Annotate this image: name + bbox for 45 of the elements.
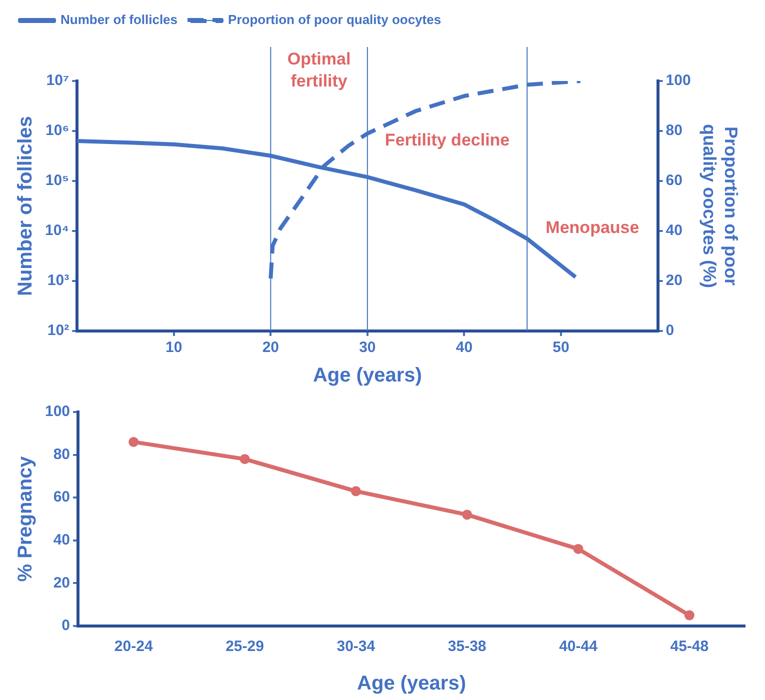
x-tick-label: 45-48: [670, 638, 709, 656]
y2-tick-label: 60: [666, 172, 682, 190]
x-tick-label: 40: [456, 339, 473, 356]
point: [684, 610, 694, 620]
x-tick-label: 30-34: [336, 638, 376, 656]
x-tick-label: 10: [166, 339, 182, 356]
annotation: Fertility decline: [384, 130, 510, 150]
x-tick-label: 35-38: [448, 638, 486, 656]
y-tick-label: 60: [53, 488, 70, 506]
x-tick-label: 50: [552, 339, 570, 356]
y2-tick-label: 40: [666, 222, 682, 240]
point: [350, 486, 361, 496]
y2-tick-label: 20: [666, 272, 682, 290]
y2-tick-label: 100: [666, 72, 691, 90]
y-tick-label: 40: [53, 532, 70, 549]
point: [462, 510, 472, 520]
point: [128, 436, 139, 447]
legend-label: Proportion of poor quality oocytes: [228, 12, 442, 28]
y-tick-label: 10⁶: [46, 122, 70, 140]
x-tick-label: 20-24: [114, 638, 154, 656]
y-tick-label: 10⁷: [46, 72, 70, 90]
y-tick-label: 10⁵: [45, 172, 70, 190]
y-tick-label: 20: [53, 574, 70, 592]
x-tick-label: 25-29: [226, 638, 264, 656]
x-axis-title: Age (years): [357, 672, 466, 695]
point: [573, 544, 584, 554]
x-tick-label: 20: [262, 339, 280, 356]
x-tick-label: 30: [359, 339, 376, 356]
y-tick-label: 10³: [47, 272, 70, 290]
x-tick-label: 40-44: [559, 638, 598, 656]
point: [240, 454, 250, 464]
annotation: Optimal fertility: [287, 50, 351, 91]
y-tick-label: 10⁴: [44, 222, 70, 240]
y-axis-title: Number of follicles: [14, 116, 37, 296]
y2-tick-label: 0: [666, 322, 674, 340]
y-tick-label: 10²: [47, 322, 70, 340]
y-tick-label: 80: [53, 446, 70, 463]
x-axis-title: Age (years): [312, 364, 422, 387]
y2-tick-label: 80: [666, 122, 682, 140]
legend-label: Number of follicles: [60, 12, 178, 28]
annotation: Menopause: [546, 218, 640, 238]
y-tick-label: 0: [62, 617, 70, 634]
y-tick-label: 100: [44, 403, 70, 420]
y2-axis-title: Proportion of poor quality oocytes (%): [700, 124, 742, 288]
y-axis-title: % Pregnancy: [14, 455, 37, 582]
